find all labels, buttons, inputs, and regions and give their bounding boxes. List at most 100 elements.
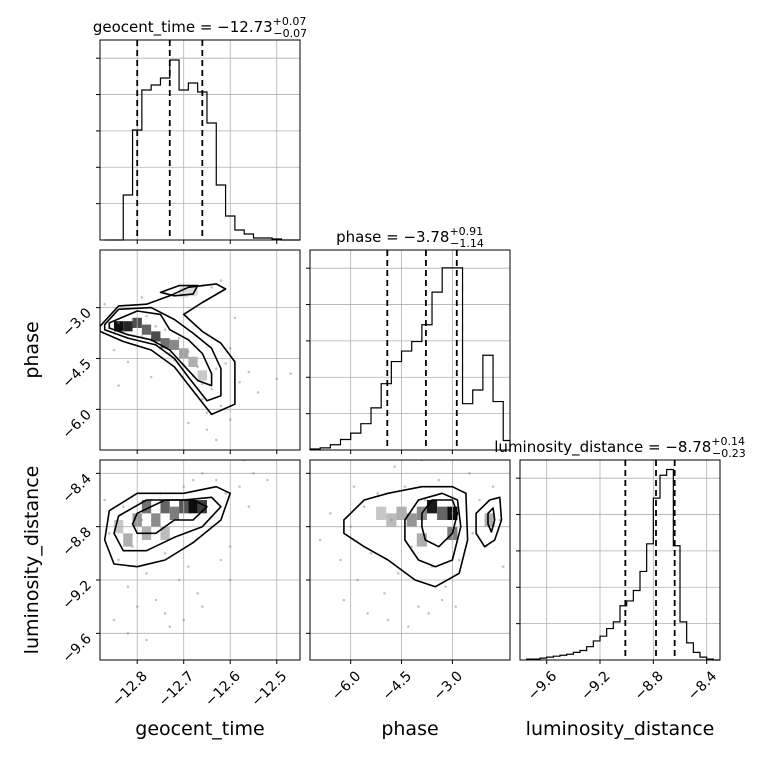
scatter-point-0-2-27 [112,618,116,622]
xtick-label-luminosity_distance-0: −9.6 [525,668,560,703]
scatter-point-0-2-26 [252,472,255,475]
scatter-point-1-2-1 [329,512,332,515]
scatter-point-1-2-13 [417,605,420,608]
contour-0-1-2 [100,283,236,416]
scatter-point-1-2-37 [501,565,505,568]
density-bin-0-1-11 [188,285,198,296]
scatter-point-1-2-17 [444,585,447,588]
scatter-point-0-2-22 [224,492,227,495]
scatter-point-1-2-3 [349,525,352,528]
scatter-point-0-2-4 [131,545,134,548]
scatter-point-1-2-31 [440,598,444,602]
scatter-point-0-1-1 [117,321,120,325]
xlabel-geocent_time: geocent_time [135,718,264,740]
xlabel-luminosity_distance: luminosity_distance [526,718,715,740]
xtick-label-luminosity_distance-2: −8.8 [632,668,667,703]
scatter-point-0-1-26 [224,362,227,365]
scatter-point-1-2-14 [423,498,427,502]
panel-frame-hist-2 [519,459,721,661]
density-bin-0-2-7 [197,500,207,514]
ytick-label-phase-2: −3.0 [59,305,94,340]
xtick-label-geocent_time-2: −12.6 [202,668,244,710]
scatter-point-0-2-28 [126,632,130,635]
contour-0-1-3 [159,284,199,297]
scatter-point-1-2-29 [407,625,410,628]
scatter-point-0-1-44 [205,428,209,431]
scatter-point-0-1-38 [219,279,223,282]
density-bin-0-1-4 [151,331,161,342]
scatter-point-0-1-28 [238,380,241,384]
contour-0-2-1 [113,496,222,552]
scatter-point-1-2-18 [451,512,454,515]
scatter-point-0-1-24 [214,367,218,370]
panel-frame-hist-0 [99,39,301,241]
scatter-point-0-2-18 [196,592,199,595]
title-lower: −0.07 [273,27,307,40]
panel-frame-0-2 [99,459,301,661]
data-layer [100,40,720,661]
scatter-point-0-2-3 [126,585,130,588]
scatter-point-0-2-6 [140,518,144,522]
ytick-label-phase-0: −6.0 [59,407,94,442]
scatter-point-0-1-32 [289,372,292,376]
title-main: luminosity_distance = −8.78 [494,438,711,457]
scatter-point-0-1-46 [187,421,190,425]
scatter-point-0-1-40 [112,348,116,352]
scatter-point-0-1-3 [131,318,134,321]
scatter-point-1-2-8 [383,592,386,595]
density-bin-0-1-6 [169,339,180,350]
scatter-point-1-2-16 [437,478,441,482]
ytick-label-luminosity_distance-2: −8.8 [59,524,94,559]
scatter-point-0-1-13 [173,343,176,347]
hist-luminosity_distance [526,468,720,661]
xtick-label-luminosity_distance-1: −9.2 [578,668,613,703]
title-upper: +0.07 [273,15,307,28]
scatter-point-1-2-11 [403,485,407,488]
scatter-point-0-2-30 [163,612,167,615]
scatter-point-0-1-47 [233,316,237,320]
density-bin-0-1-3 [141,324,152,335]
scatter-point-0-1-43 [149,375,153,379]
title-lower: −0.23 [712,447,746,460]
scatter-point-0-2-15 [182,485,186,488]
scatter-point-1-2-2 [339,558,342,562]
scatter-point-1-2-12 [410,545,413,548]
contour-1-2-1 [404,492,462,568]
scatter-point-1-2-0 [318,538,322,542]
scatter-point-0-2-5 [135,605,139,608]
scatter-point-0-2-12 [168,625,172,628]
scatter-point-1-2-21 [471,532,475,535]
scatter-point-0-1-22 [205,411,209,415]
xtick-label-geocent_time-1: −12.7 [156,668,198,710]
ylabel-luminosity_distance: luminosity_distance [21,466,43,655]
scatter-point-0-2-11 [163,552,167,555]
scatter-point-1-2-24 [491,485,495,488]
scatter-point-0-1-4 [135,324,139,328]
title-luminosity_distance: luminosity_distance = −8.78+0.14 −0.23 [494,435,745,460]
scatter-point-0-1-48 [117,384,120,387]
scatter-point-0-1-49 [228,347,232,350]
scatter-point-1-2-26 [342,598,346,602]
scatter-point-0-1-42 [140,296,144,299]
title-upper: +0.14 [711,435,745,448]
scatter-point-0-2-32 [201,605,204,608]
density-bin-0-2-1 [141,500,152,514]
density-bin-0-2-8 [123,533,133,547]
xtick-label-geocent_time-0: −12.8 [109,668,151,710]
density-bin-0-2-10 [160,526,170,540]
density-bin-1-2-9 [416,533,427,547]
contour-0-1-0 [108,310,213,387]
scatter-point-0-1-41 [126,360,130,364]
ytick-label-luminosity_distance-3: −8.4 [59,471,94,506]
frames-layer [96,39,721,664]
ylabel-phase: phase [21,321,43,378]
xtick-label-phase-0: −6.0 [329,668,364,703]
scatter-point-0-2-33 [103,498,106,502]
density-layer [113,285,495,547]
scatter-point-0-2-1 [117,558,120,562]
xlabel-phase: phase [381,718,438,740]
contour-0-1-1 [103,306,222,402]
scatter-point-1-2-34 [393,465,397,468]
scatter-point-0-2-19 [201,472,204,475]
